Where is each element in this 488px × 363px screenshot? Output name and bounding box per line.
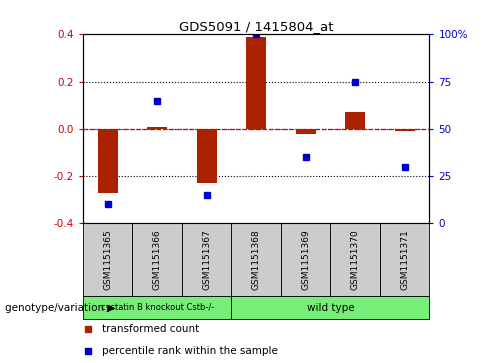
Text: wild type: wild type <box>306 303 354 313</box>
Text: cystatin B knockout Cstb-/-: cystatin B knockout Cstb-/- <box>101 303 214 312</box>
Text: percentile rank within the sample: percentile rank within the sample <box>102 346 278 356</box>
Text: GSM1151371: GSM1151371 <box>400 229 409 290</box>
Text: GSM1151367: GSM1151367 <box>202 229 211 290</box>
Bar <box>83 296 231 319</box>
Bar <box>83 223 132 296</box>
Bar <box>296 129 316 134</box>
Text: GSM1151370: GSM1151370 <box>351 229 360 290</box>
Bar <box>346 113 365 129</box>
Bar <box>132 223 182 296</box>
Bar <box>197 129 217 183</box>
Bar <box>395 129 415 131</box>
Text: GSM1151366: GSM1151366 <box>153 229 162 290</box>
Bar <box>380 223 429 296</box>
Bar <box>231 223 281 296</box>
Bar <box>147 127 167 129</box>
Bar <box>231 296 429 319</box>
Bar <box>98 129 118 192</box>
Bar <box>281 223 330 296</box>
Bar <box>246 37 266 129</box>
Text: genotype/variation ▶: genotype/variation ▶ <box>5 303 115 313</box>
Bar <box>330 223 380 296</box>
Text: transformed count: transformed count <box>102 325 200 334</box>
Text: GSM1151365: GSM1151365 <box>103 229 112 290</box>
Text: GSM1151368: GSM1151368 <box>252 229 261 290</box>
Bar <box>182 223 231 296</box>
Title: GDS5091 / 1415804_at: GDS5091 / 1415804_at <box>179 20 333 33</box>
Text: GSM1151369: GSM1151369 <box>301 229 310 290</box>
